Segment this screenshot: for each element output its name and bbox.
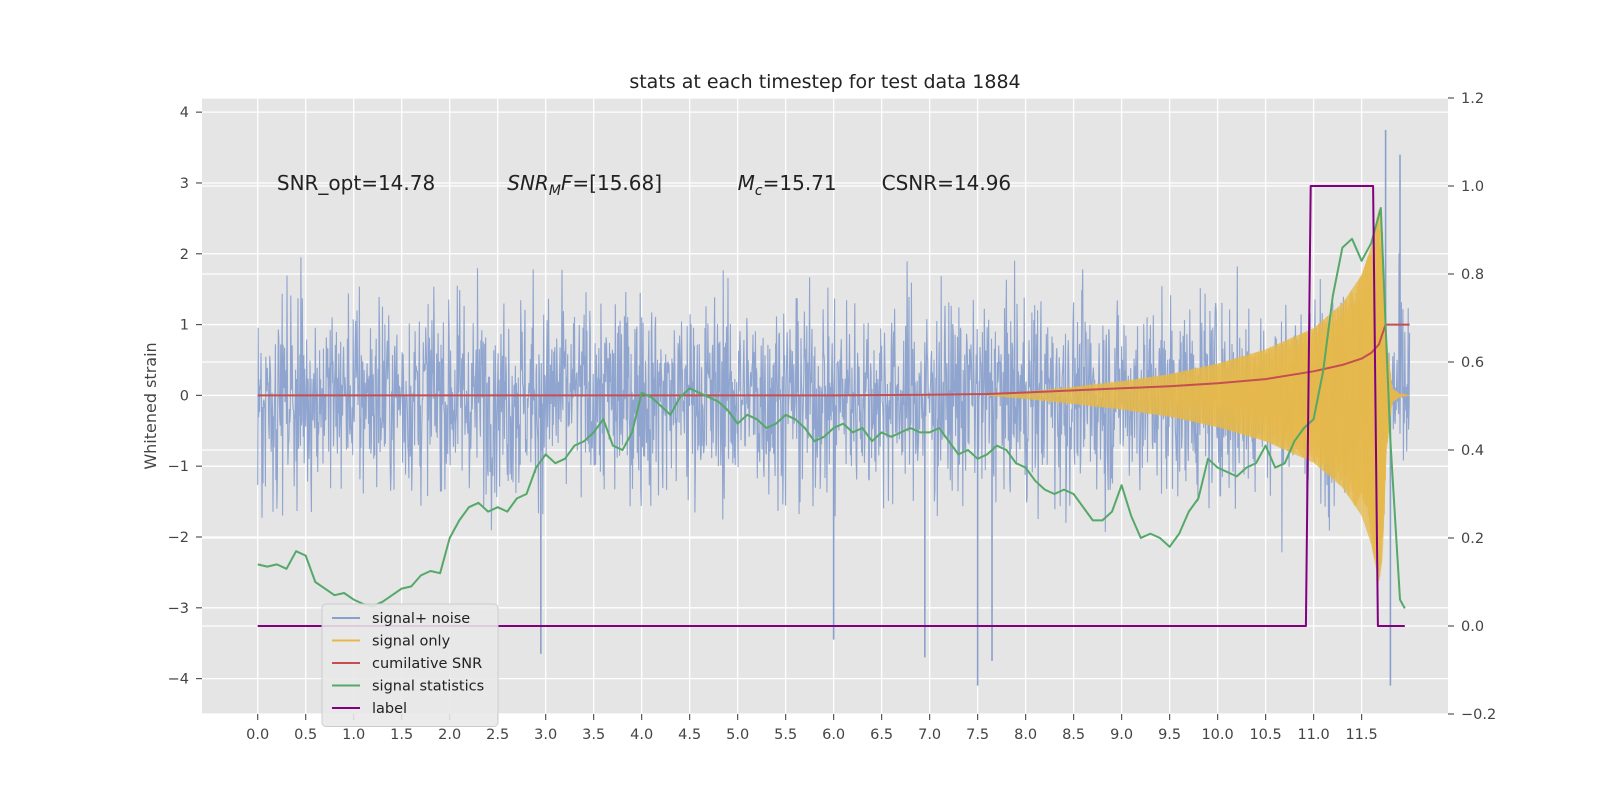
x-tick-label: 1.5 — [390, 727, 413, 743]
x-tick-label: 0.0 — [246, 727, 269, 743]
y-tick-label: 1 — [180, 318, 189, 334]
x-tick-label: 9.5 — [1158, 727, 1181, 743]
x-tick-label: 8.5 — [1062, 727, 1085, 743]
x-tick-label: 11.5 — [1345, 727, 1377, 743]
y2-tick-label: 0.6 — [1461, 355, 1484, 371]
signal-trace — [987, 214, 1410, 577]
x-tick-label: 10.5 — [1249, 727, 1281, 743]
x-tick-label: 5.5 — [774, 727, 797, 743]
y-tick-label: 4 — [180, 105, 189, 121]
y2-tick-label: 1.2 — [1461, 91, 1484, 107]
legend-box — [321, 603, 499, 727]
annotations: SNR_opt=14.78 SNRMF=[15.68] Mc=15.71 CSNR=1… — [277, 171, 1011, 199]
legend-label: label — [372, 701, 407, 717]
y2-tick-label: −0.2 — [1461, 707, 1496, 723]
x-tick-label: 0.5 — [294, 727, 317, 743]
annotation-0: SNR_opt=14.78 — [277, 171, 435, 195]
x-tick-label: 7.5 — [966, 727, 989, 743]
legend-label: cumilative SNR — [372, 656, 482, 672]
y2-tick-label: 0.2 — [1461, 531, 1484, 547]
annotation-1: SNRMF=[15.68] — [507, 171, 662, 199]
x-tick-label: 9.0 — [1110, 727, 1133, 743]
x-tick-label: 3.0 — [534, 727, 557, 743]
x-tick-label: 11.0 — [1297, 727, 1329, 743]
x-tick-label: 2.5 — [486, 727, 509, 743]
y-tick-label: 0 — [180, 388, 189, 404]
x-tick-label: 6.0 — [822, 727, 845, 743]
x-tick-label: 7.0 — [918, 727, 941, 743]
y-tick-label: 3 — [180, 176, 189, 192]
series-cumilative-snr — [257, 323, 1410, 397]
chart-title: stats at each timestep for test data 188… — [629, 71, 1020, 93]
x-tick-label: 1.0 — [342, 727, 365, 743]
y-tick-label: −1 — [168, 459, 189, 475]
y2-tick-label: 0.8 — [1461, 267, 1484, 283]
y2-tick-label: 1.0 — [1461, 179, 1484, 195]
x-tick-label: 3.5 — [582, 727, 605, 743]
y-tick-label: 2 — [180, 247, 189, 263]
legend-label: signal statistics — [372, 679, 484, 695]
annotation-2: Mc=15.71 — [738, 171, 837, 199]
legend-label: signal+ noise — [372, 611, 470, 627]
y-tick-label: −2 — [168, 530, 189, 546]
legend: signal+ noise signal only cumilative SNR si… — [321, 603, 499, 727]
x-tick-label: 8.0 — [1014, 727, 1037, 743]
x-tick-label: 10.0 — [1201, 727, 1233, 743]
series-signal-statistics — [257, 207, 1406, 609]
legend-label: signal only — [372, 634, 451, 650]
x-tick-label: 4.5 — [678, 727, 701, 743]
y-axis-label: Whitened strain — [141, 342, 160, 469]
axes: 0.0 0.5 1.0 1.5 2.0 2.5 3.0 3.5 4.0 4.5 5.0 5.5 6.0 6… — [168, 91, 1497, 743]
annotation-3: CSNR=14.96 — [882, 171, 1012, 195]
x-tick-label: 4.0 — [630, 727, 653, 743]
y2-tick-label: 0.4 — [1461, 443, 1484, 459]
series-signal-only — [987, 208, 1410, 583]
plot-area — [257, 129, 1411, 686]
y2-tick-label: 0.0 — [1461, 619, 1484, 635]
y-tick-label: −4 — [168, 672, 189, 688]
x-tick-label: 2.0 — [438, 727, 461, 743]
x-tick-label: 6.5 — [870, 727, 893, 743]
series-label — [257, 185, 1405, 627]
x-tick-label: 5.0 — [726, 727, 749, 743]
y-tick-label: −3 — [168, 601, 189, 617]
